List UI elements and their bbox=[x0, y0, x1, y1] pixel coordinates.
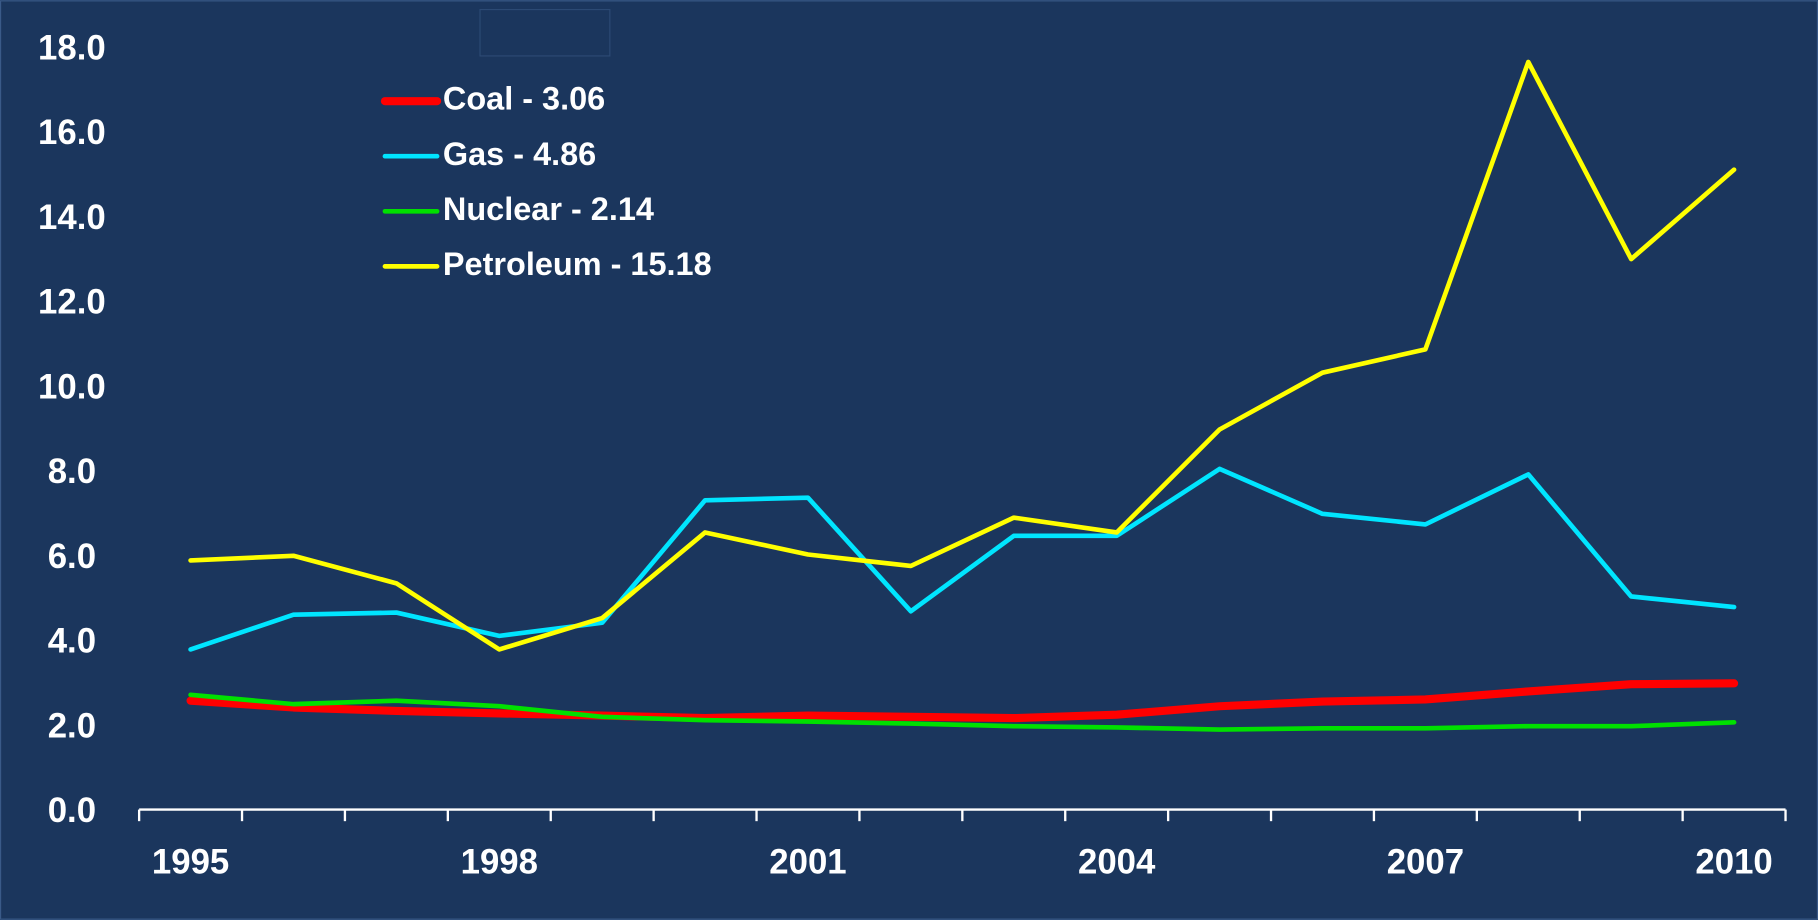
legend-label: Petroleum - 15.18 bbox=[443, 246, 712, 282]
y-tick-label: 18.0 bbox=[38, 29, 106, 67]
y-tick-label: 16.0 bbox=[38, 114, 106, 152]
x-tick-label: 2007 bbox=[1387, 843, 1464, 881]
y-tick-label: 6.0 bbox=[48, 538, 96, 576]
y-tick-label: 8.0 bbox=[48, 453, 96, 491]
x-tick-label: 2004 bbox=[1078, 843, 1156, 881]
y-tick-label: 12.0 bbox=[38, 284, 106, 322]
y-tick-label: 10.0 bbox=[38, 368, 106, 406]
y-tick-label: 0.0 bbox=[48, 792, 96, 830]
x-tick-label: 2010 bbox=[1695, 843, 1772, 881]
y-tick-label: 2.0 bbox=[48, 707, 96, 745]
y-tick-label: 4.0 bbox=[48, 623, 96, 661]
legend-label: Gas - 4.86 bbox=[443, 136, 596, 172]
x-tick-label: 1995 bbox=[152, 843, 229, 881]
y-tick-label: 14.0 bbox=[38, 199, 106, 237]
x-tick-label: 1998 bbox=[461, 843, 538, 881]
line-series bbox=[188, 466, 1737, 652]
legend-header-box bbox=[479, 8, 611, 57]
legend-label: Nuclear - 2.14 bbox=[443, 191, 654, 227]
x-tick-label: 2001 bbox=[769, 843, 846, 881]
line-series bbox=[186, 679, 1739, 723]
line-series bbox=[188, 692, 1737, 732]
legend-label: Coal - 3.06 bbox=[443, 81, 605, 117]
line-series bbox=[188, 59, 1737, 652]
